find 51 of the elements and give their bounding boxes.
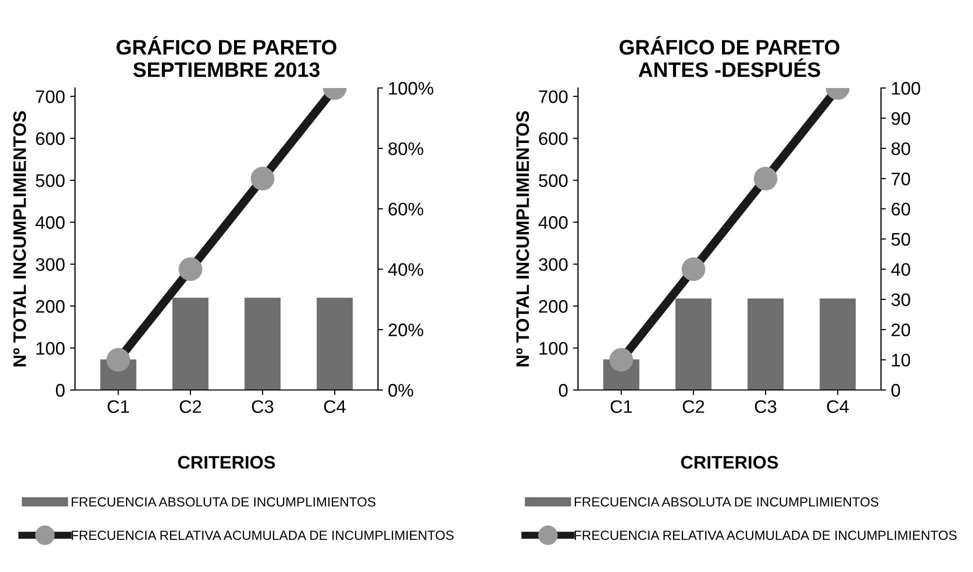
x-tick-label: C2	[180, 400, 202, 413]
y-tick-label: 0	[558, 384, 568, 397]
y2-tick-label: 0	[891, 384, 900, 397]
y2-tick-label: 80%	[388, 142, 424, 156]
y-tick-label: 300	[538, 258, 568, 271]
y-tick-label: 400	[538, 216, 568, 229]
y2-tick-label: 40	[891, 263, 910, 276]
y-tick-label: 700	[539, 90, 568, 104]
x-tick-label: C1	[108, 400, 129, 413]
y-tick-label: 100	[36, 342, 65, 355]
y-tick-label: 400	[36, 216, 65, 229]
y2-tick-label: 100%	[389, 82, 434, 95]
y-tick-label: 500	[538, 174, 568, 187]
legend-label: FRECUENCIA ABSOLUTA DE INCUMPLIMIENTOS	[72, 497, 376, 507]
chart-title: GRÁFICO DE PARETO ANTES -DESPUÉS	[620, 36, 840, 78]
x-axis-title: CRITERIOS	[178, 456, 275, 469]
y2-tick-label: 10	[892, 354, 910, 367]
y2-tick-label: 20	[892, 324, 910, 336]
legend-label: FRECUENCIA RELATIVA ACUMULADA DE INCUMPLIMIENTOS	[72, 530, 454, 540]
y2-tick-label: 40%	[388, 263, 424, 276]
y2-tick-label: 20%	[388, 324, 424, 336]
y-tick-label: 600	[36, 132, 65, 146]
x-tick-label: C1	[610, 400, 632, 413]
x-axis-title: CRITERIOS	[681, 456, 778, 469]
y-tick-label: 0	[56, 384, 65, 397]
y2-tick-label: 30	[891, 293, 910, 306]
y2-tick-label: 60	[892, 202, 910, 216]
y-axis-title: Nº TOTAL INCUMPLIMIENTOS	[516, 111, 530, 366]
x-tick-label: C3	[252, 400, 274, 413]
y-tick-label: 300	[36, 258, 65, 271]
x-tick-label: C4	[827, 400, 849, 413]
y-tick-label: 600	[539, 132, 568, 146]
y-tick-label: 100	[540, 342, 568, 355]
y2-tick-label: 80	[892, 142, 910, 156]
y2-tick-label: 60%	[388, 202, 424, 216]
chart-title: GRÁFICO DE PARETO SEPTIEMBRE 2013	[116, 36, 336, 78]
y-tick-label: 200	[36, 300, 65, 313]
y-tick-label: 200	[539, 300, 568, 313]
y2-tick-label: 100	[892, 82, 920, 95]
y-axis-title: Nº TOTAL INCUMPLIMIENTOS	[13, 111, 26, 366]
y2-tick-label: 50	[891, 232, 910, 246]
x-tick-label: C4	[324, 400, 346, 413]
x-tick-label: C3	[754, 400, 776, 413]
y-tick-label: 500	[36, 174, 65, 187]
y2-tick-label: 90	[892, 112, 910, 125]
y2-tick-label: 0%	[388, 384, 414, 397]
x-tick-label: C2	[682, 400, 704, 413]
legend-label: FRECUENCIA ABSOLUTA DE INCUMPLIMIENTOS	[574, 497, 878, 507]
y-tick-label: 700	[36, 90, 65, 104]
legend-label: FRECUENCIA RELATIVA ACUMULADA DE INCUMPLIMIENTOS	[574, 530, 957, 540]
y2-tick-label: 70	[892, 172, 910, 186]
